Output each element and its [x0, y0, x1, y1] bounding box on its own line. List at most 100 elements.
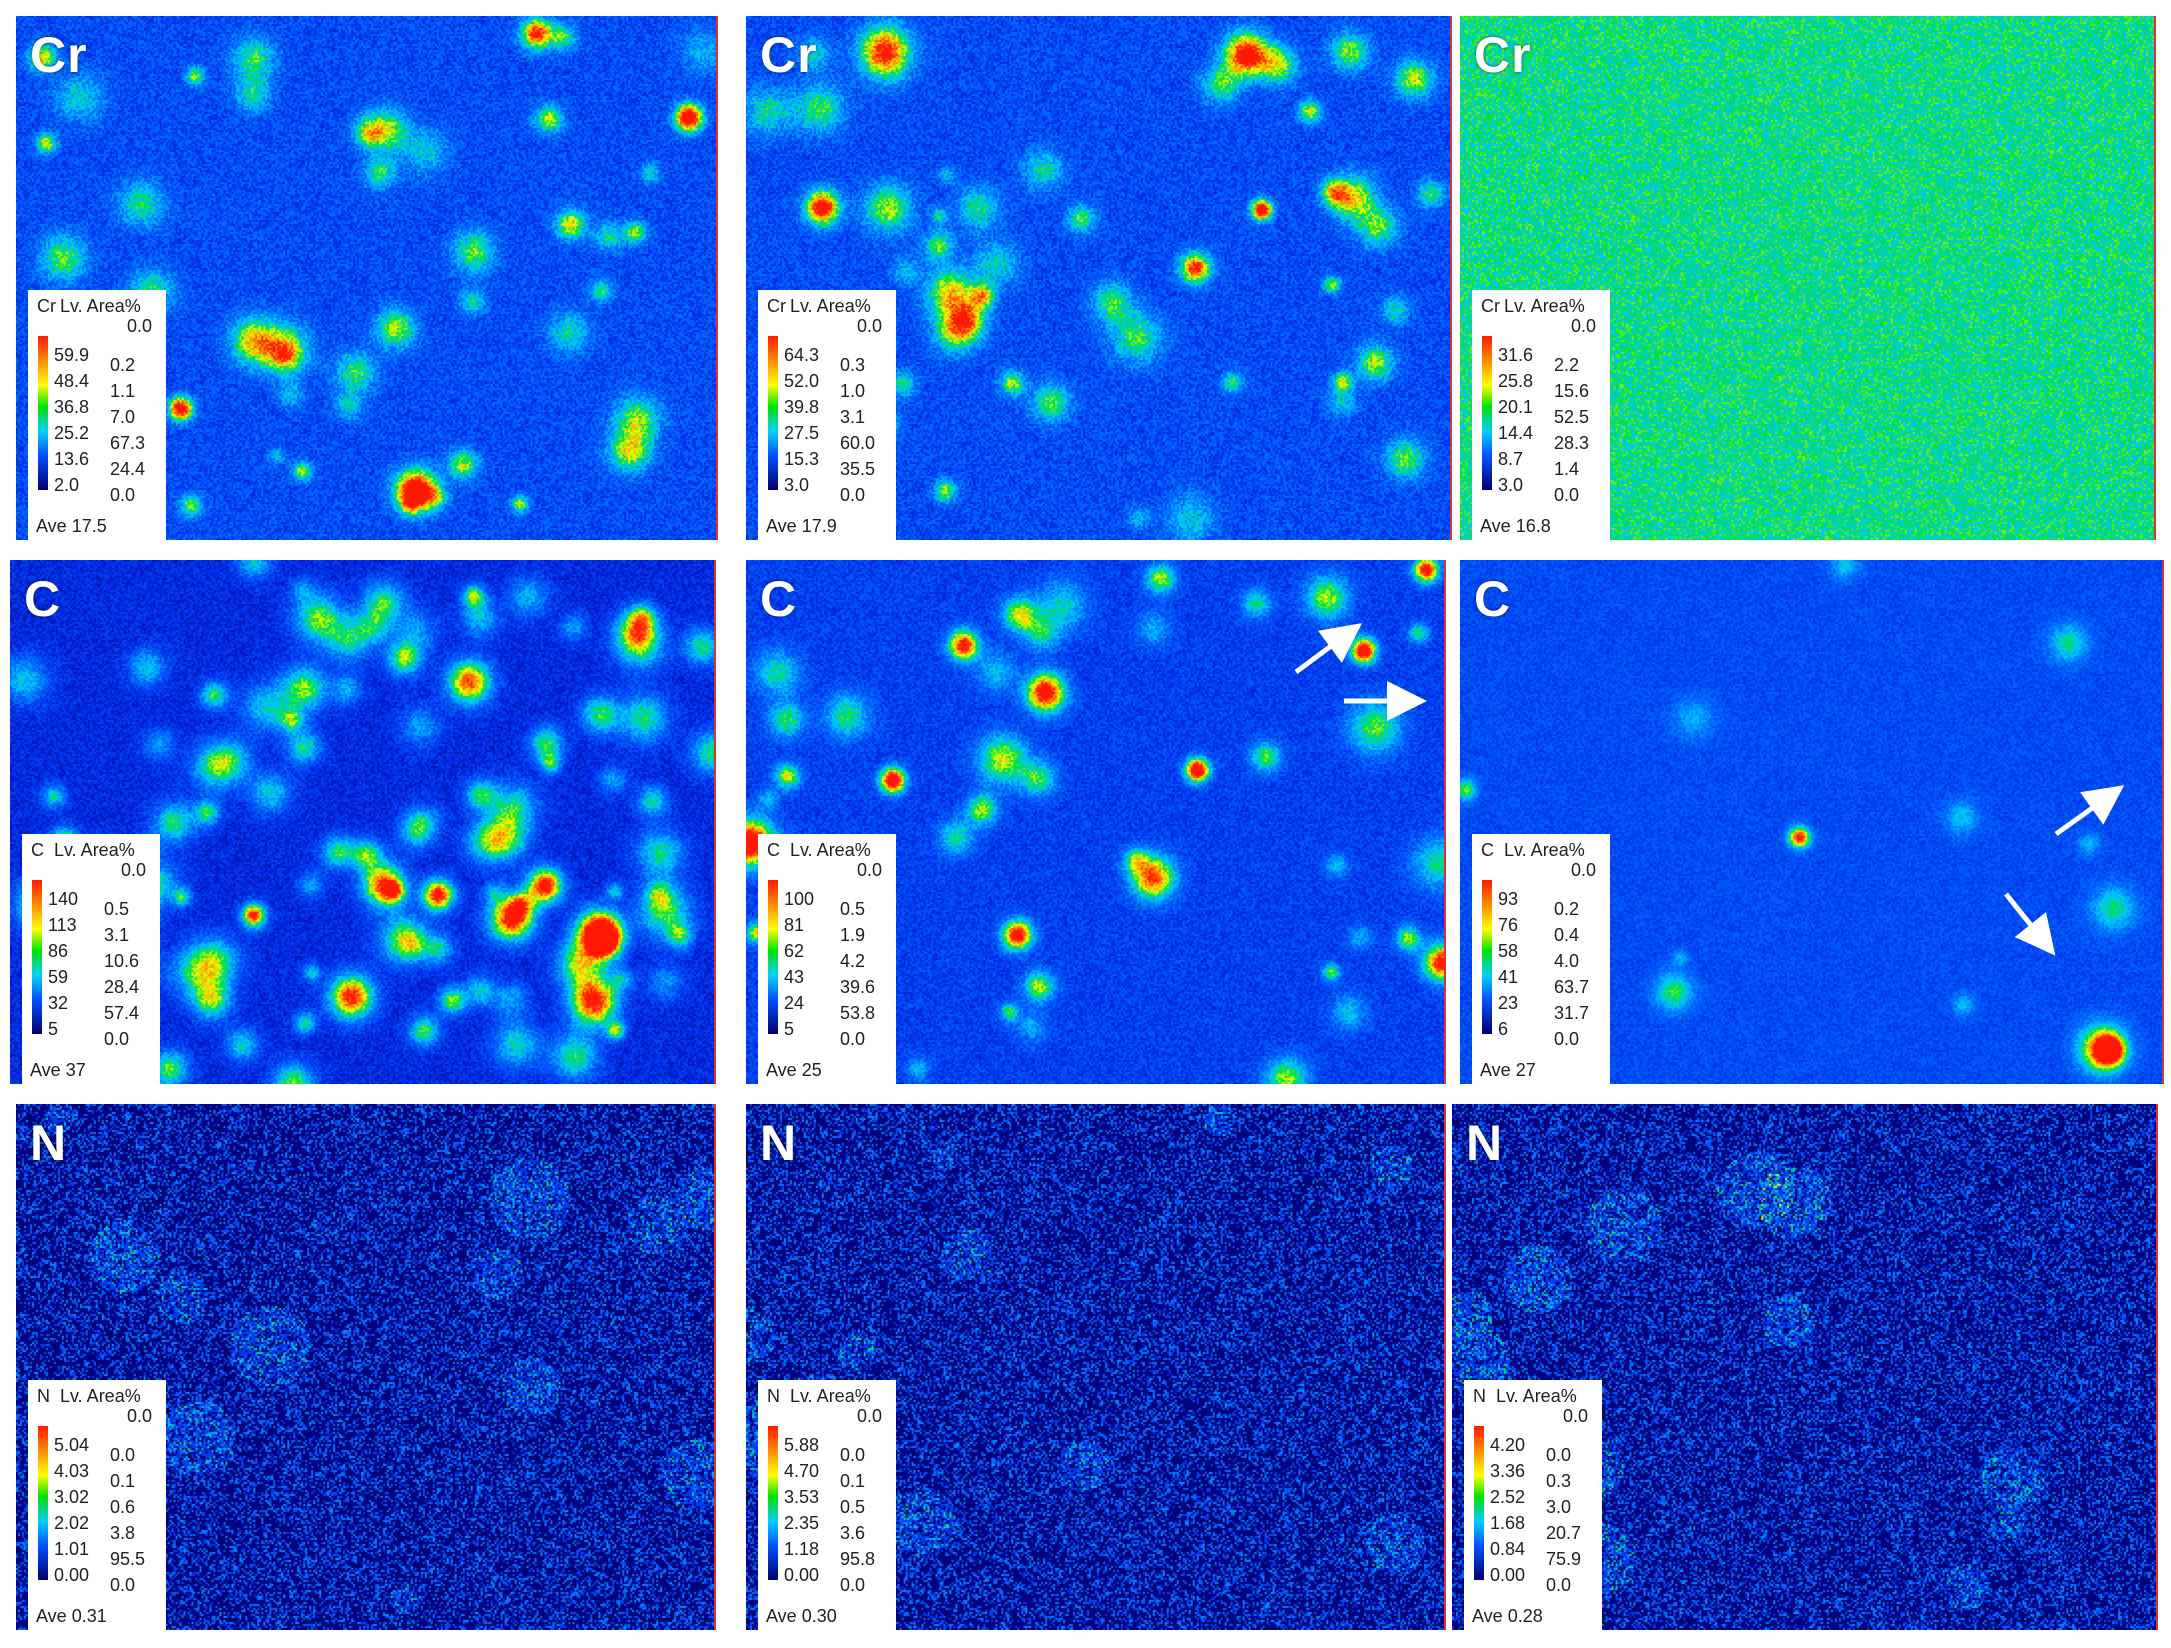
legend-title: Lv. Area% [60, 296, 141, 316]
color-scale-bar [38, 336, 48, 490]
legend-title: Lv. Area% [54, 840, 135, 860]
legend-area: 31.7 [1554, 1003, 1590, 1023]
legend-level: 23 [1498, 993, 1519, 1013]
color-scale-bar [1474, 1426, 1484, 1580]
legend-average: Ave 0.30 [766, 1606, 837, 1626]
legend-area: 0.3 [840, 355, 866, 375]
legend-area: 24.4 [110, 459, 146, 479]
legend-levels: 5.04 4.03 3.02 2.02 1.01 0.00 [54, 1432, 102, 1588]
element-label: C [24, 571, 62, 627]
legend-area: 3.8 [110, 1523, 136, 1543]
legend-area: 52.5 [1554, 407, 1590, 427]
map-panel-c-2: C C Lv. Area% 0.0 100 81 62 43 24 5 0.5 … [746, 560, 1446, 1084]
legend-element: N [767, 1386, 780, 1406]
legend-title: Lv. Area% [790, 296, 871, 316]
legend-area: 0.0 [104, 1029, 130, 1049]
legend-title: Lv. Area% [1496, 1386, 1577, 1406]
legend-level: 93 [1498, 889, 1519, 909]
legend-top-value: 0.0 [1570, 860, 1596, 880]
legend-title: Lv. Area% [790, 840, 871, 860]
legend-area: 20.7 [1546, 1523, 1582, 1543]
legend-level: 5.88 [784, 1435, 820, 1455]
legend-area-percentages: 0.0 0.1 0.5 3.6 95.8 0.0 [840, 1442, 884, 1598]
legend-level: 24 [784, 993, 805, 1013]
color-scale-bar [768, 1426, 778, 1580]
legend-area: 0.0 [840, 1575, 866, 1595]
map-panel-cr-3: Cr Cr Lv. Area% 0.0 31.6 25.8 20.1 14.4 … [1460, 16, 2156, 540]
legend-level: 0.84 [1490, 1539, 1526, 1559]
legend-level: 52.0 [784, 371, 820, 391]
legend-levels: 64.3 52.0 39.8 27.5 15.3 3.0 [784, 342, 832, 498]
legend-levels: 93 76 58 41 23 6 [1498, 886, 1546, 1042]
color-scale-bar [38, 1426, 48, 1580]
legend-area-percentages: 0.0 0.1 0.6 3.8 95.5 0.0 [110, 1442, 154, 1598]
legend-area-percentages: 2.2 15.6 52.5 28.3 1.4 0.0 [1554, 352, 1598, 508]
legend-top-value: 0.0 [856, 316, 882, 336]
legend-element: C [767, 840, 780, 860]
legend-level: 15.3 [784, 449, 820, 469]
color-scale-legend: N Lv. Area% 0.0 5.04 4.03 3.02 2.02 1.01… [28, 1380, 166, 1630]
element-label: Cr [30, 27, 88, 83]
legend-level: 76 [1498, 915, 1519, 935]
color-scale-bar [1482, 336, 1492, 490]
legend-level: 2.0 [54, 475, 80, 495]
legend-element: N [37, 1386, 50, 1406]
legend-level: 4.20 [1490, 1435, 1526, 1455]
legend-area-percentages: 0.0 0.3 3.0 20.7 75.9 0.0 [1546, 1442, 1590, 1598]
legend-level: 41 [1498, 967, 1519, 987]
legend-level: 62 [784, 941, 805, 961]
legend-level: 27.5 [784, 423, 820, 443]
legend-area: 0.5 [104, 899, 130, 919]
legend-element: Cr [767, 296, 786, 316]
map-panel-n-3: N N Lv. Area% 0.0 4.20 3.36 2.52 1.68 0.… [1452, 1104, 2158, 1630]
legend-levels: 100 81 62 43 24 5 [784, 886, 832, 1042]
legend-area: 28.3 [1554, 433, 1590, 453]
color-scale-bar [32, 880, 42, 1034]
legend-average: Ave 27 [1480, 1060, 1536, 1080]
legend-area: 3.1 [104, 925, 130, 945]
legend-area: 7.0 [110, 407, 136, 427]
color-scale-bar [768, 336, 778, 490]
legend-average: Ave 17.5 [36, 516, 107, 536]
legend-level: 31.6 [1498, 345, 1534, 365]
legend-average: Ave 17.9 [766, 516, 837, 536]
legend-area: 39.6 [840, 977, 876, 997]
legend-area: 1.1 [110, 381, 136, 401]
legend-level: 5.04 [54, 1435, 90, 1455]
legend-element: C [31, 840, 44, 860]
legend-area: 4.0 [1554, 951, 1580, 971]
legend-area: 0.1 [110, 1471, 136, 1491]
legend-level: 1.18 [784, 1539, 820, 1559]
legend-area: 1.9 [840, 925, 866, 945]
map-panel-n-2: N N Lv. Area% 0.0 5.88 4.70 3.53 2.35 1.… [746, 1104, 1446, 1630]
map-panel-c-3: C C Lv. Area% 0.0 93 76 58 41 23 6 0.2 0… [1460, 560, 2164, 1084]
legend-area: 0.0 [840, 1029, 866, 1049]
legend-area-percentages: 0.2 0.4 4.0 63.7 31.7 0.0 [1554, 896, 1598, 1052]
legend-area: 0.1 [840, 1471, 866, 1491]
legend-element: C [1481, 840, 1494, 860]
color-scale-legend: Cr Lv. Area% 0.0 59.9 48.4 36.8 25.2 13.… [28, 290, 166, 540]
legend-level: 1.01 [54, 1539, 90, 1559]
legend-average: Ave 16.8 [1480, 516, 1551, 536]
legend-average: Ave 0.28 [1472, 1606, 1543, 1626]
legend-area: 67.3 [110, 433, 146, 453]
legend-level: 0.00 [54, 1565, 90, 1585]
element-label: C [1474, 571, 1512, 627]
legend-level: 3.36 [1490, 1461, 1526, 1481]
legend-area: 0.0 [840, 1445, 866, 1465]
legend-level: 8.7 [1498, 449, 1524, 469]
legend-level: 14.4 [1498, 423, 1534, 443]
legend-area: 0.0 [1546, 1575, 1572, 1595]
legend-levels: 4.20 3.36 2.52 1.68 0.84 0.00 [1490, 1432, 1538, 1588]
legend-level: 140 [48, 889, 79, 909]
legend-top-value: 0.0 [120, 860, 146, 880]
legend-level: 25.2 [54, 423, 90, 443]
legend-element: Cr [1481, 296, 1500, 316]
element-label: Cr [760, 27, 818, 83]
legend-area: 28.4 [104, 977, 140, 997]
legend-area: 1.4 [1554, 459, 1580, 479]
legend-area: 0.5 [840, 899, 866, 919]
legend-levels: 140 113 86 59 32 5 [48, 886, 96, 1042]
color-scale-legend: C Lv. Area% 0.0 140 113 86 59 32 5 0.5 3… [22, 834, 160, 1084]
legend-level: 81 [784, 915, 805, 935]
